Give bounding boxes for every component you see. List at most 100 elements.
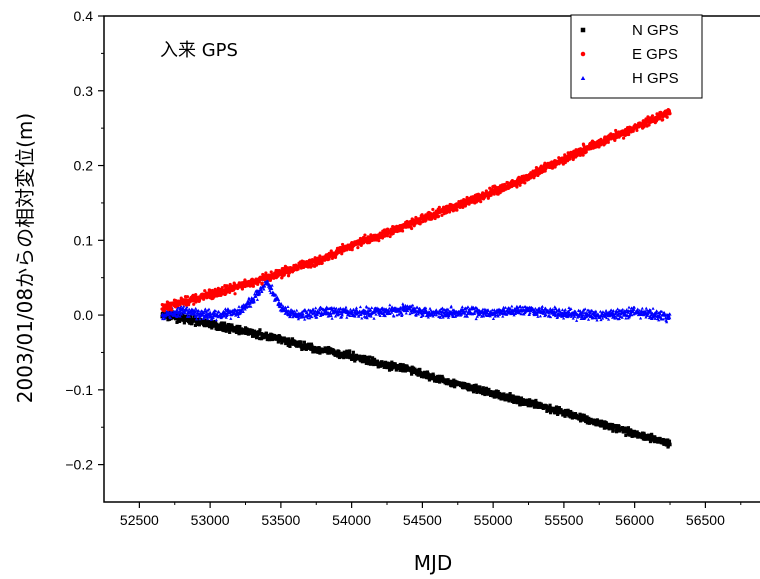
data-point <box>507 311 511 315</box>
data-point <box>667 439 672 444</box>
data-point <box>175 308 179 312</box>
data-point <box>209 321 213 325</box>
data-point <box>236 325 240 329</box>
data-point <box>585 415 589 419</box>
data-point <box>488 186 492 190</box>
data-point <box>192 302 196 306</box>
data-point <box>377 239 381 243</box>
data-point <box>475 314 479 318</box>
data-point <box>345 315 349 319</box>
data-point <box>274 293 278 296</box>
data-point <box>365 314 369 318</box>
data-point <box>658 436 662 441</box>
data-point <box>324 308 328 312</box>
data-point <box>383 314 387 318</box>
data-point <box>619 314 623 318</box>
data-point <box>660 309 664 313</box>
data-point <box>232 311 237 314</box>
data-point <box>447 314 451 318</box>
data-point <box>262 287 266 291</box>
data-point <box>494 389 499 393</box>
data-point <box>185 307 189 311</box>
data-point <box>315 312 319 316</box>
data-point <box>168 316 173 319</box>
data-point <box>501 314 505 318</box>
data-point <box>400 312 404 316</box>
data-point <box>586 317 591 321</box>
data-point <box>197 321 201 325</box>
data-point <box>605 316 609 320</box>
data-point <box>330 316 334 320</box>
data-point <box>367 306 371 310</box>
data-point <box>249 304 253 308</box>
data-point <box>627 305 631 309</box>
data-point <box>540 304 544 308</box>
data-point <box>434 308 438 312</box>
data-point <box>271 333 275 337</box>
data-point <box>614 311 618 315</box>
data-point <box>386 365 391 369</box>
data-point <box>210 326 214 330</box>
data-point <box>241 310 245 313</box>
data-point <box>288 344 292 348</box>
data-point <box>614 423 618 428</box>
data-point <box>262 332 266 336</box>
data-point <box>257 280 261 284</box>
data-point <box>198 317 202 321</box>
data-point <box>310 315 314 319</box>
data-point <box>486 309 490 313</box>
data-point <box>630 313 634 317</box>
data-point <box>410 372 414 376</box>
data-point <box>573 412 578 416</box>
data-point <box>544 313 548 317</box>
data-point <box>438 380 442 384</box>
data-point <box>256 282 260 286</box>
data-point <box>182 304 186 308</box>
data-point <box>651 306 655 310</box>
data-point <box>192 312 197 316</box>
data-point <box>348 349 352 353</box>
data-point <box>533 306 537 310</box>
data-point <box>663 313 667 317</box>
data-point <box>254 294 258 298</box>
data-point <box>185 295 190 299</box>
data-point <box>647 316 651 320</box>
data-point <box>392 314 396 318</box>
data-point <box>318 311 322 315</box>
data-point <box>458 310 462 314</box>
data-point <box>508 398 513 402</box>
data-point <box>505 398 509 402</box>
data-point <box>368 308 373 311</box>
data-point <box>449 304 453 308</box>
data-point <box>408 312 412 316</box>
data-point <box>436 214 441 218</box>
data-point <box>663 312 667 316</box>
data-point <box>187 307 191 311</box>
data-point <box>668 443 672 447</box>
data-point <box>481 386 485 390</box>
data-point <box>207 288 212 292</box>
data-point <box>370 356 375 360</box>
data-point <box>309 265 313 269</box>
data-point <box>555 406 559 410</box>
data-point <box>211 316 215 320</box>
data-point <box>337 349 341 354</box>
data-point <box>406 309 410 313</box>
data-point <box>182 321 186 325</box>
data-point <box>551 307 555 311</box>
data-point <box>582 308 586 312</box>
data-point <box>569 307 573 311</box>
data-point <box>264 331 269 336</box>
data-point <box>435 379 439 383</box>
data-point <box>617 313 621 317</box>
data-point <box>585 314 589 318</box>
data-point <box>260 289 264 293</box>
data-point <box>400 229 405 233</box>
data-point <box>352 307 356 311</box>
data-point <box>388 303 392 307</box>
data-point <box>315 315 319 319</box>
data-point <box>365 305 369 309</box>
data-point <box>560 308 565 311</box>
data-point <box>664 319 668 322</box>
data-point <box>464 309 468 313</box>
